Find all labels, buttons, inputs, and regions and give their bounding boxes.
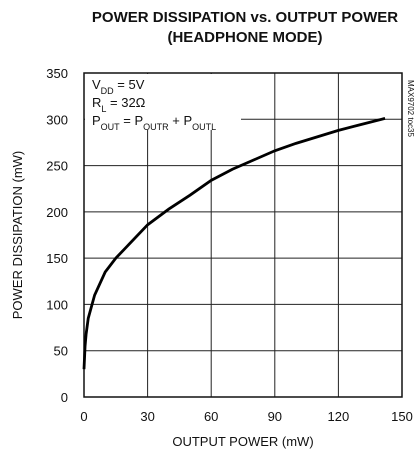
annotation: RL = 32Ω (92, 95, 146, 114)
plot-frame (83, 72, 403, 398)
data-line (82, 117, 386, 370)
annotation: VDD = 5V (92, 77, 145, 96)
chart-title: POWER DISSIPATION vs. OUTPUT POWER (92, 9, 398, 26)
annotation-text: = P (120, 113, 144, 128)
annotation-text: = 5V (114, 77, 145, 92)
chart-title: (HEADPHONE MODE) (167, 29, 322, 46)
x-axis-title: OUTPUT POWER (mW) (172, 434, 313, 449)
subscript: OUTR (143, 122, 169, 132)
x-tick-label: 0 (80, 409, 87, 424)
subscript: DD (101, 86, 114, 96)
subscript: L (101, 104, 106, 114)
x-tick-label: 30 (140, 409, 154, 424)
y-tick-label: 350 (46, 66, 68, 81)
y-tick-label: 200 (46, 205, 68, 220)
y-tick-label: 250 (46, 159, 68, 174)
y-tick-label: 0 (61, 390, 68, 405)
annotation: POUT = POUTR + POUTL (92, 113, 216, 132)
annotation-box (85, 74, 241, 130)
y-tick-label: 100 (46, 297, 68, 312)
x-tick-label: 150 (391, 409, 413, 424)
y-tick-label: 50 (54, 344, 68, 359)
side-note: MAX9702 toc35 (406, 80, 415, 137)
subscript: OUTL (192, 122, 216, 132)
annotation-text: R (92, 95, 101, 110)
y-tick-label: 150 (46, 251, 68, 266)
y-tick-label: 300 (46, 112, 68, 127)
annotation-text: P (92, 113, 101, 128)
x-tick-label: 120 (328, 409, 350, 424)
x-tick-label: 60 (204, 409, 218, 424)
annotation-text: V (92, 77, 101, 92)
annotation-text: = 32Ω (106, 95, 145, 110)
annotation-text: + P (169, 113, 193, 128)
x-tick-label: 90 (268, 409, 282, 424)
subscript: OUT (101, 122, 121, 132)
y-axis-title: POWER DISSIPATION (mW) (10, 151, 25, 320)
